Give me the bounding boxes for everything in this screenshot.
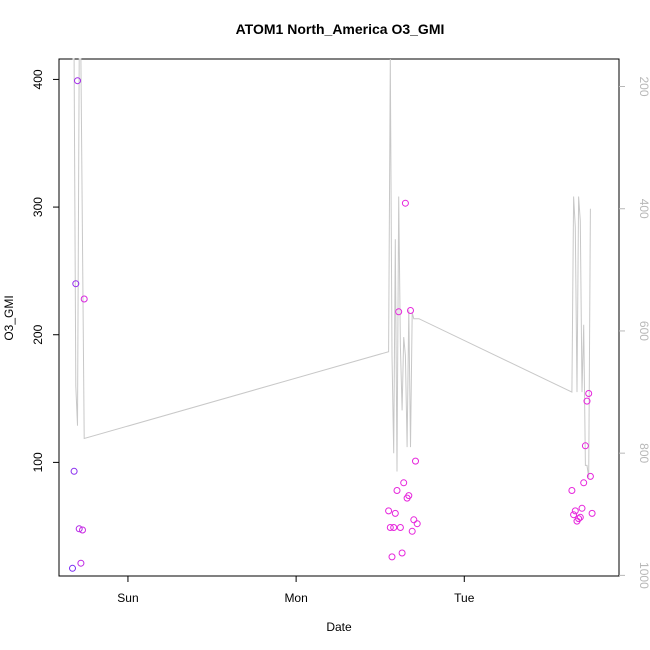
data-point [80, 295, 88, 303]
data-point [396, 524, 404, 531]
data-point [407, 307, 414, 314]
y2-axis-tick-label: 400 [637, 199, 650, 219]
data-point [79, 526, 86, 534]
x-axis-tick-label: Sun [117, 591, 138, 605]
data-point [74, 77, 81, 85]
data-point [570, 511, 578, 519]
data-point [410, 516, 418, 524]
x-axis-tick-label: Tue [454, 591, 475, 605]
y-axis-tick-label: 300 [31, 197, 45, 217]
data-point [386, 524, 394, 531]
data-point [405, 492, 413, 500]
data-point [575, 515, 583, 523]
data-point [568, 487, 576, 494]
data-point [391, 509, 399, 517]
data-layer [69, 58, 596, 572]
data-point [581, 442, 589, 450]
data-point [75, 525, 83, 533]
x-axis-tick-label: Mon [284, 591, 307, 605]
data-point [408, 527, 416, 535]
data-point [77, 559, 85, 567]
y-axis-tick-label: 200 [31, 324, 45, 344]
data-point [70, 467, 78, 475]
x-axis-label: Date [326, 620, 352, 634]
data-point [395, 308, 403, 316]
data-point [413, 520, 421, 528]
data-point [69, 564, 76, 572]
data-point [576, 513, 584, 521]
data-point [412, 457, 419, 465]
data-point [72, 280, 80, 288]
y2-axis-tick-label: 800 [637, 443, 650, 463]
axes-layer: 100 200 300 400 200 400 600 800 1000 Sun Mon Tue [31, 69, 650, 605]
data-point [398, 549, 406, 557]
data-point [385, 507, 393, 515]
data-point [588, 509, 596, 517]
data-point [393, 487, 401, 494]
series-line-right-axis [72, 58, 591, 478]
data-point [580, 479, 588, 487]
data-point [578, 504, 586, 512]
y2-axis-tick-label: 200 [637, 76, 650, 96]
data-point [400, 479, 408, 487]
chart-title: ATOM1 North_America O3_GMI [236, 21, 445, 37]
data-point [390, 524, 398, 531]
y-axis-label: O3_GMI [2, 295, 16, 340]
y2-axis-tick-label: 1000 [637, 562, 650, 589]
plot-frame [58, 58, 620, 577]
y-axis-tick-label: 400 [31, 69, 45, 89]
data-point [401, 199, 409, 207]
y-axis-tick-label: 100 [31, 452, 45, 472]
data-point [586, 472, 594, 480]
data-point [585, 390, 593, 397]
data-point [571, 507, 579, 515]
y2-axis-tick-label: 600 [637, 321, 650, 341]
data-point [583, 397, 591, 405]
data-point [388, 553, 396, 561]
